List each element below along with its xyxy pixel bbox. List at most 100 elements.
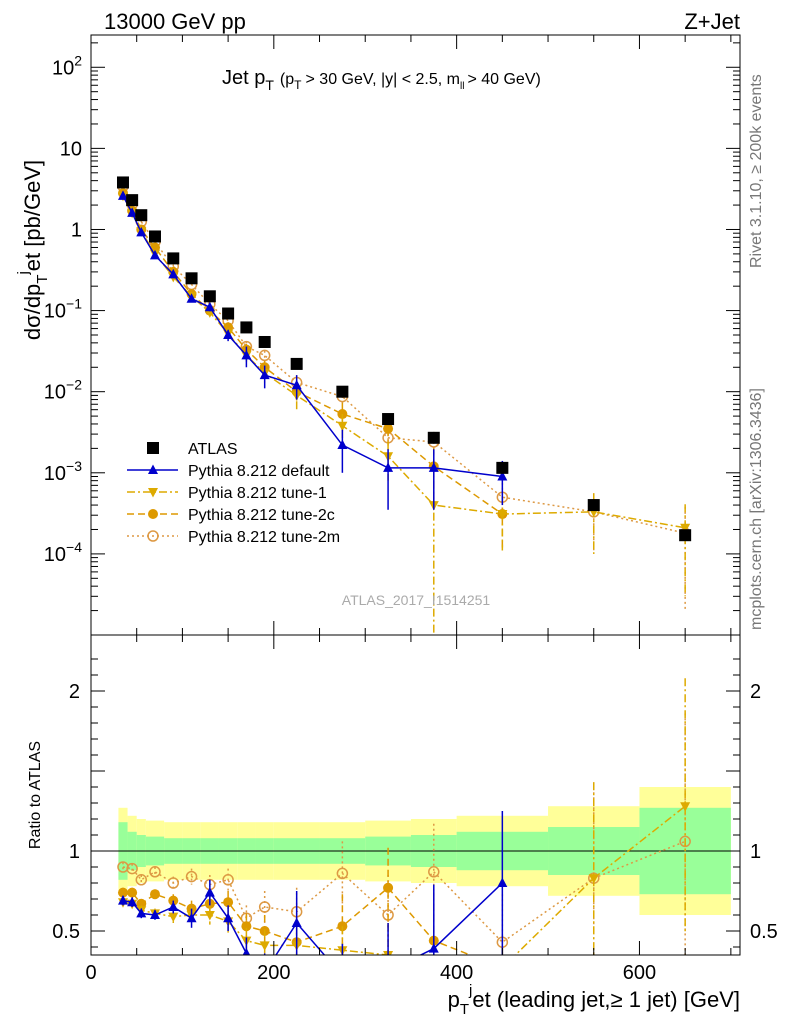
main-data-point [427,431,440,444]
ratio-data-point [588,874,599,884]
ratio-data-point [204,887,215,897]
main-data-point [258,335,271,348]
main-data-point [382,413,395,426]
ratio-data-point [383,966,393,976]
ratio-data-point [242,947,251,955]
main-data-point [497,471,508,481]
ratio-data-point [167,877,180,889]
x-axis-label: pTjet (leading jet,≥ 1 jet) [GeV] [448,982,740,1018]
ratio-data-point [680,802,691,812]
ratio-data-point [149,889,160,900]
ylabel-sub: T [34,275,51,284]
title-cuts-sub: T [294,78,302,92]
ratio-data-point [383,882,394,893]
ratio-series-line [122,886,473,955]
legend-label: ATLAS [188,441,238,458]
main-data-point [148,230,161,243]
xlabel-sub: T [460,1001,469,1018]
ratio-data-point [136,907,147,918]
ratio-data-point [186,912,197,923]
process-label: Z+Jet [684,9,740,34]
legend: ATLAS Pythia 8.212 default Pythia 8.212 tu… [127,441,340,546]
title-cuts-rest: > 30 GeV, |y| < 2.5, m [306,71,460,88]
main-data-point [127,207,138,217]
ratio-data-point [428,866,440,878]
rivet-version-label: Rivet 3.1.10, ≥ 200k events [748,74,765,268]
ylabel-sup: j [15,271,32,275]
ratio-data-point [336,867,349,880]
ratio-data-point [223,897,234,908]
main-data-point [168,268,179,279]
ratio-data-point [149,866,161,878]
main-data-point [259,369,270,380]
legend-label: Pythia 8.212 tune-2m [188,529,340,546]
legend-marker [148,509,158,519]
main-data-point [116,176,129,189]
main-series-line [122,195,503,478]
main-series-line [122,186,686,534]
main-data-point [241,349,252,360]
title-main: Jet p [222,67,265,89]
y-axis-label-main: dσ/dpTjet [pb/GeV] [15,160,51,340]
legend-label: Pythia 8.212 tune-2c [188,507,335,524]
ratio-data-point [429,983,439,993]
ratio-data-point [117,895,128,905]
main-data-point [222,307,235,320]
ratio-data-point [204,911,215,921]
ratio-data-point [185,870,198,883]
ratio-y-tick-label: 0.5 [52,921,80,943]
xlabel-sup: j [468,982,472,999]
ylabel-rest: et [pb/GeV] [20,160,45,271]
legend-label: Pythia 8.212 tune-1 [188,485,327,502]
mcplots-label: mcplots.cern.ch [arXiv:1306.3436] [748,388,765,630]
main-data-point [337,421,348,432]
ratio-frame [90,634,741,956]
main-y-tick-label: 10−4 [44,539,82,566]
axes: 0 200 400 600 10−4 10−3 10−2 10−1 1 10 102 0.5 0.5 1 1… [44,34,778,984]
ratio-data-point [127,896,138,907]
y-axis-label-ratio: Ratio to ATLAS [27,741,44,849]
plot-title: Jet pT (pT > 30 GeV, |y| < 2.5, mll > 40 Ge… [222,67,541,93]
main-data-point [186,293,197,303]
main-data-point [497,510,508,520]
main-data-point [204,301,215,312]
ratio-data-point [126,862,138,875]
main-data-point [383,423,394,434]
ratio-data-point [337,970,347,980]
ylabel-main: dσ/dp [20,284,45,340]
main-data-point [496,461,509,474]
main-data-point [679,529,692,542]
main-data-point [587,499,600,512]
main-y-tick-label: 10−2 [44,377,82,404]
ratio-y-tick-label: 2 [69,681,80,703]
xlabel-rest: et (leading jet,≥ 1 jet) [GeV] [472,987,740,1012]
ratio-panel-series [117,678,691,993]
main-y-tick-label: 102 [52,52,82,79]
ratio-data-point [168,912,179,923]
ratio-data-point [135,874,148,886]
main-data-point [291,379,302,390]
main-data-point [336,385,349,398]
x-tick-label: 0 [85,962,96,984]
ratio-data-point [241,921,252,932]
ratio-data-point [497,964,507,974]
ratio-uncertainty-bands [91,787,740,915]
main-data-point [126,194,139,207]
ratio-data-point [291,917,302,927]
ratio-data-point [497,963,507,973]
ratio-data-point [222,874,234,886]
ratio-data-point [117,887,128,898]
main-data-point [117,190,128,200]
ratio-data-point [258,901,271,913]
analysis-watermark: ATLAS_2017_I1514251 [342,592,491,608]
main-data-point [240,321,253,334]
main-y-tick-label: 1 [71,219,82,241]
main-data-point [203,290,216,303]
legend-marker [147,530,159,542]
main-data-point [136,226,147,237]
main-data-point [337,439,348,450]
main-data-point [428,462,439,472]
legend-marker [148,464,158,474]
legend-marker [148,488,158,498]
ratio-data-point [428,943,439,953]
